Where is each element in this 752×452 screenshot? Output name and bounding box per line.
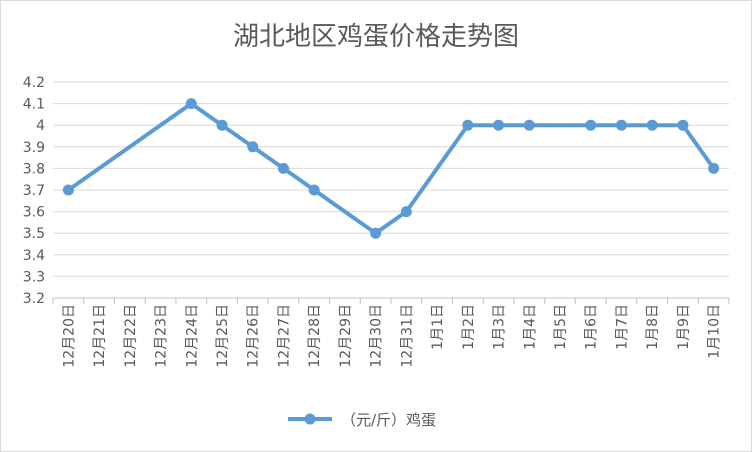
data-point [646, 119, 658, 131]
x-tick-label: 1月4日 [522, 304, 538, 350]
x-tick-labels: 12月20日 12月21日 12月22日 12月23日 12月24日 12月25日 12月2… [61, 304, 722, 368]
legend-marker-swatch [304, 413, 316, 425]
y-tick-labels: 4.2 4.1 4 3.9 3.8 3.7 3.6 3.5 3.4 3.3 3.2 [23, 75, 45, 307]
data-point [585, 119, 597, 131]
x-axis [52, 297, 730, 304]
x-tick-label: 12月29日 [338, 304, 354, 368]
x-tick-label: 1月7日 [614, 304, 630, 350]
x-tick-label: 12月26日 [246, 304, 262, 368]
data-point [523, 119, 535, 131]
data-point [708, 162, 720, 174]
x-tick-label: 1月6日 [584, 304, 600, 350]
gridlines [53, 81, 729, 277]
y-tick-label: 3.3 [23, 269, 45, 285]
chart-title: 湖北地区鸡蛋价格走势图 [233, 22, 519, 52]
x-tick-label: 12月30日 [369, 304, 385, 368]
data-point [493, 119, 505, 131]
data-point [462, 119, 474, 131]
x-tick-label: 12月25日 [215, 304, 231, 368]
x-tick-label: 1月1日 [430, 304, 446, 350]
data-point [677, 119, 689, 131]
y-tick-label: 4.1 [23, 97, 45, 113]
y-tick-label: 3.5 [23, 226, 45, 242]
data-point [277, 162, 289, 174]
legend: （元/斤）鸡蛋 [288, 411, 436, 429]
x-tick-label: 12月27日 [276, 304, 292, 368]
x-tick-label: 1月8日 [645, 304, 661, 350]
y-tick-label: 3.2 [23, 291, 45, 307]
y-tick-label: 3.7 [23, 183, 45, 199]
x-tick-label: 12月20日 [61, 304, 77, 368]
data-point [62, 184, 74, 196]
series-group [62, 98, 720, 239]
y-tick-label: 3.6 [23, 205, 45, 221]
x-tick-label: 1月3日 [492, 304, 508, 350]
y-tick-label: 3.4 [23, 248, 45, 264]
data-point [247, 141, 259, 153]
x-tick-label: 1月10日 [707, 304, 723, 359]
x-tick-label: 12月31日 [399, 304, 415, 368]
x-tick-label: 1月2日 [461, 304, 477, 350]
x-tick-label: 1月9日 [676, 304, 692, 350]
data-point [185, 98, 197, 110]
y-tick-label: 4.2 [23, 75, 45, 91]
data-point [308, 184, 320, 196]
series-line [66, 101, 716, 236]
y-tick-label: 3.8 [23, 161, 45, 177]
data-point [370, 227, 382, 239]
data-point [216, 119, 228, 131]
legend-series-label: （元/斤）鸡蛋 [341, 411, 436, 429]
y-tick-label: 3.9 [23, 140, 45, 156]
x-tick-label: 12月28日 [307, 304, 323, 368]
x-tick-label: 12月22日 [123, 304, 139, 368]
y-tick-label: 4 [36, 118, 45, 134]
x-tick-label: 12月24日 [184, 304, 200, 368]
data-point [400, 206, 412, 218]
x-tick-label: 12月23日 [154, 304, 170, 368]
data-point [615, 119, 627, 131]
x-tick-label: 1月5日 [553, 304, 569, 350]
x-tick-label: 12月21日 [92, 304, 108, 368]
